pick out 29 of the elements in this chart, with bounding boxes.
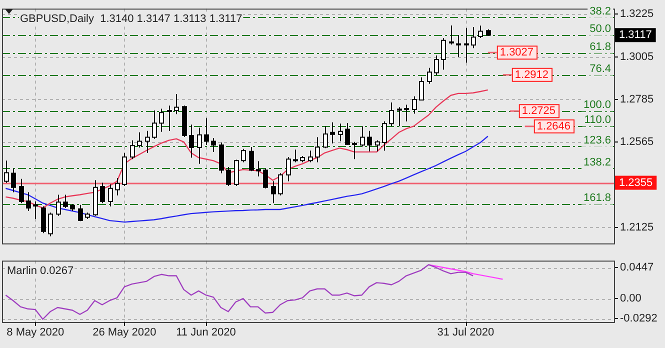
ref-line-label: 38.2 <box>590 5 611 18</box>
ref-line-label: 76.4 <box>590 63 611 76</box>
x-tick-label: 26 May 2020 <box>92 326 156 339</box>
ref-line-label: 110.0 <box>584 114 611 126</box>
y-tick-label: 0.00 <box>620 292 642 305</box>
annotation: 1.3027 <box>500 46 534 59</box>
y-tick-label: 1.2785 <box>620 93 654 106</box>
chart-title: Marlin 0.0267 <box>7 265 74 278</box>
annotation: 1.2912 <box>514 68 549 81</box>
y-tick-label: 1.2125 <box>620 221 654 234</box>
ref-line-label: 138.2 <box>583 156 611 168</box>
x-tick-label: 11 Jun 2020 <box>176 326 236 339</box>
x-tick-label: 8 May 2020 <box>6 326 64 339</box>
ref-line-label: 1.2355 <box>619 176 653 189</box>
ref-line-label: 161.8 <box>583 192 611 204</box>
y-tick-label: 1.3225 <box>620 8 654 20</box>
y-tick-label: 1.3005 <box>620 50 654 63</box>
ref-line-label: 61.8 <box>590 41 611 54</box>
chart-title: GBPUSD,Daily 1.3140 1.3147 1.3113 1.3117 <box>20 13 242 26</box>
y-tick-label: -0.0292 <box>620 312 658 325</box>
annotation: 1.3117 <box>619 29 652 42</box>
ref-line-label: 100.0 <box>583 98 611 111</box>
x-tick-label: 31 Jul 2020 <box>437 326 494 339</box>
ref-line-label: 123.6 <box>583 134 611 146</box>
ref-line-label: 50.0 <box>590 23 611 36</box>
annotation: 1.2725 <box>522 105 556 118</box>
y-tick-label: 0.0447 <box>620 262 654 274</box>
y-tick-label: 1.2565 <box>620 136 654 148</box>
annotation: 1.2646 <box>536 120 571 132</box>
